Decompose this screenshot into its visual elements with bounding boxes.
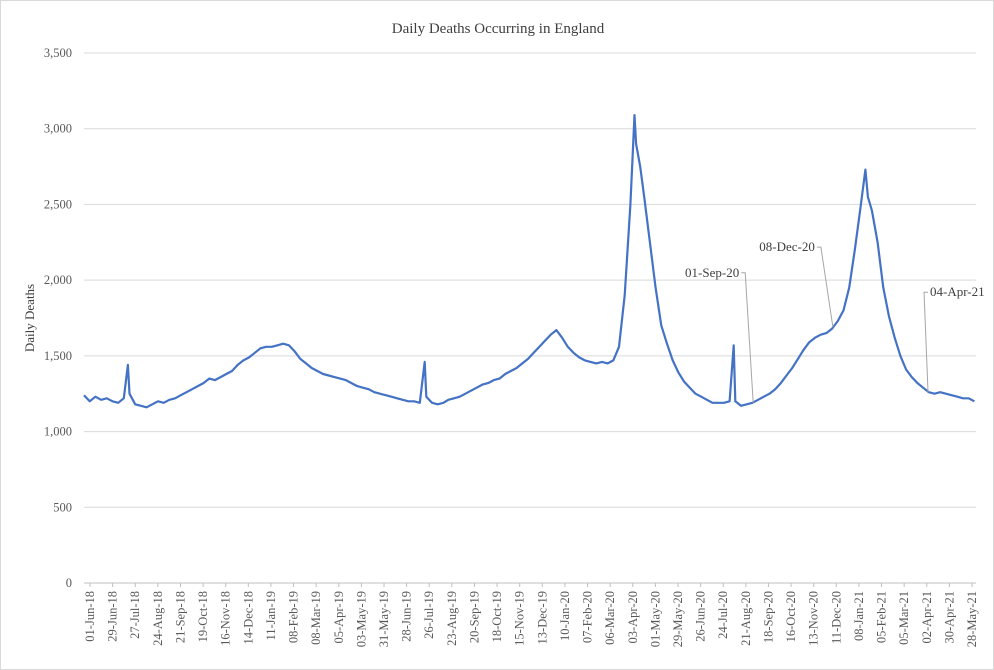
x-tick-label: 20-Sep-19: [467, 591, 481, 643]
annotation-leader: [741, 272, 754, 403]
x-tick-label: 13-Nov-20: [807, 591, 821, 646]
x-tick-label: 16-Oct-20: [784, 591, 798, 642]
x-tick-label: 05-Mar-21: [897, 591, 911, 645]
x-tick-label: 31-May-19: [377, 591, 391, 647]
y-tick-label: 1,500: [44, 349, 72, 363]
x-tick-label: 15-Nov-19: [513, 591, 527, 646]
x-tick-label: 28-May-21: [965, 591, 979, 647]
x-tick-label: 24-Jul-20: [716, 591, 730, 639]
y-tick-label: 3,500: [44, 46, 72, 60]
annotation-leader: [923, 291, 929, 393]
x-tick-label: 11-Jan-19: [264, 591, 278, 641]
annotation-label: 04-Apr-21: [930, 284, 985, 299]
x-tick-label: 11-Dec-20: [829, 591, 843, 644]
x-tick-label: 28-Jun-19: [400, 591, 414, 642]
x-tick-label: 27-Jul-18: [128, 591, 142, 639]
x-tick-label: 10-Jan-20: [558, 591, 572, 641]
y-tick-label: 0: [66, 576, 72, 590]
x-tick-label: 03-May-19: [354, 591, 368, 647]
x-tick-label: 05-Feb-21: [875, 591, 889, 643]
x-tick-label: 08-Jan-21: [852, 591, 866, 641]
x-tick-label: 18-Sep-20: [761, 591, 775, 643]
x-tick-label: 18-Oct-19: [490, 591, 504, 642]
y-tick-label: 1,000: [44, 425, 72, 439]
x-tick-label: 23-Aug-19: [445, 591, 459, 646]
chart-title: Daily Deaths Occurring in England: [392, 21, 605, 37]
x-tick-label: 19-Oct-18: [196, 591, 210, 642]
x-tick-label: 21-Aug-20: [739, 591, 753, 646]
y-tick-label: 500: [53, 500, 72, 514]
y-axis-ticks: 0 500 1,000 1,500 2,000 2,500 3,000 3,500: [44, 46, 72, 590]
x-tick-label: 26-Jun-20: [694, 591, 708, 642]
x-tick-label: 13-Dec-19: [535, 591, 549, 644]
x-tick-label: 07-Feb-20: [581, 591, 595, 643]
x-tick-label: 05-Apr-19: [332, 591, 346, 644]
x-tick-label: 06-Mar-20: [603, 591, 617, 645]
y-tick-label: 2,000: [44, 273, 72, 287]
x-tick-label: 14-Dec-18: [241, 591, 255, 644]
series-line: [83, 114, 975, 409]
y-axis-label: Daily Deaths: [22, 284, 37, 352]
x-tick-label: 08-Feb-19: [287, 591, 301, 643]
x-tick-label: 08-Mar-19: [309, 591, 323, 645]
x-tick-label: 26-Jul-19: [422, 591, 436, 639]
x-tick-label: 01-Jun-18: [83, 591, 97, 642]
gridlines: [84, 52, 976, 584]
x-tick-label: 30-Apr-21: [942, 591, 956, 644]
x-axis-ticks: 01-Jun-18 29-Jun-18 27-Jul-18 24-Aug-18 21-S…: [83, 583, 979, 647]
x-tick-label: 16-Nov-18: [219, 591, 233, 646]
series-layer: [83, 114, 975, 409]
x-tick-label: 01-May-20: [648, 591, 662, 647]
x-tick-label: 02-Apr-21: [920, 591, 934, 644]
x-tick-label: 03-Apr-20: [626, 591, 640, 644]
y-tick-label: 2,500: [44, 197, 72, 211]
x-tick-label: 21-Sep-18: [173, 591, 187, 643]
annotations: 01-Sep-20 08-Dec-20 04-Apr-21: [685, 239, 985, 403]
annotation-label: 01-Sep-20: [685, 265, 739, 280]
annotation-leader: [816, 246, 834, 328]
x-tick-label: 29-May-20: [671, 591, 685, 647]
annotation-label: 08-Dec-20: [759, 239, 815, 254]
y-tick-label: 3,000: [44, 122, 72, 136]
x-tick-label: 24-Aug-18: [151, 591, 165, 646]
x-tick-label: 29-Jun-18: [106, 591, 120, 642]
